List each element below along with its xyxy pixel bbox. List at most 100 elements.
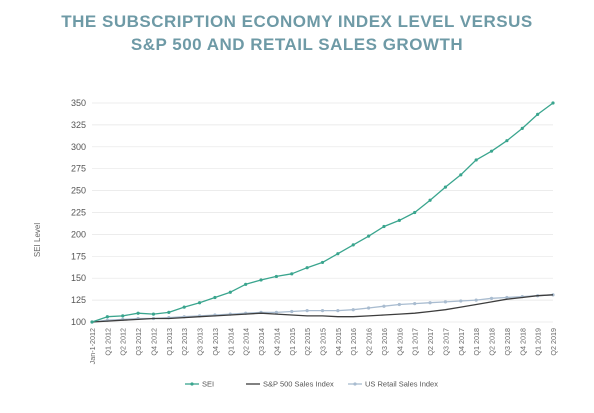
data-point-us-retail-sales-index [413,302,417,306]
data-point-us-retail-sales-index [320,309,325,313]
x-tick-label: Q4 2018 [518,328,527,356]
y-tick-label: 175 [71,251,86,261]
data-point-sei [136,311,140,315]
data-point-us-retail-sales-index [274,310,278,314]
data-point-sei [228,290,232,294]
data-point-sei [474,158,478,162]
x-tick-label: Q1 2017 [411,328,420,356]
data-point-us-retail-sales-index [397,302,401,307]
data-point-sei [536,112,540,116]
x-tick-label: Q2 2012 [119,328,128,356]
x-tick-label: Q1 2012 [103,328,112,356]
x-tick-label: Q3 2013 [196,328,205,356]
legend-marker [190,382,194,386]
x-tick-label: Q4 2013 [211,328,220,356]
data-point-sei [167,310,171,314]
chart-title-line-2: S&P 500 AND RETAIL SALES GROWTH [130,35,464,54]
data-point-us-retail-sales-index [474,298,478,302]
data-point-us-retail-sales-index [443,300,448,304]
legend-marker [353,382,357,386]
data-point-us-retail-sales-index [290,309,294,314]
data-point-sei [397,218,401,222]
y-tick-label: 350 [71,98,86,108]
data-point-sei [290,272,294,276]
data-point-sei [428,198,432,202]
x-tick-label: Q3 2014 [257,328,266,356]
data-point-sei [459,173,463,177]
data-point-sei [382,224,386,229]
data-point-sei [367,234,371,238]
legend-item: SEI [185,380,214,389]
data-point-us-retail-sales-index [305,309,309,313]
x-tick-label: Q3 2018 [503,328,512,356]
y-tick-label: 225 [71,208,86,218]
data-point-sei [121,314,125,318]
x-tick-label: Q1 2015 [288,328,297,356]
chart-title: THE SUBSCRIPTION ECONOMY INDEX LEVEL VER… [0,10,594,56]
y-tick-label: 200 [71,229,86,239]
series-line-s-p-500-sales-index [91,294,554,323]
y-tick-label: 250 [71,186,86,196]
data-point-sei [259,278,263,282]
data-point-us-retail-sales-index [505,295,509,300]
x-tick-label: Q2 2015 [303,328,312,356]
x-tick-label: Q3 2015 [319,328,328,356]
x-tick-label: Q2 2014 [242,328,251,356]
data-point-sei [551,101,555,105]
legend-label: SEI [202,380,214,389]
x-tick-label: Q2 2018 [488,328,497,356]
x-tick-label: Q3 2016 [380,328,389,356]
data-point-sei [151,312,156,316]
data-point-us-retail-sales-index [382,304,386,308]
chart-title-line-1: THE SUBSCRIPTION ECONOMY INDEX LEVEL VER… [61,12,533,31]
x-tick-label: Q2 2016 [365,328,374,356]
x-tick-label: Q4 2015 [334,328,343,356]
y-axis-label: SEI Level [33,223,42,257]
legend-label: S&P 500 Sales Index [263,380,334,389]
x-tick-label: Q1 2014 [226,328,235,356]
y-tick-label: 275 [71,164,86,174]
y-axis-ticks: 100 125 150 175 200 225 250 275 300 325 350 [71,98,86,327]
legend: SEI S&P 500 Sales Index US Retail Sales In… [185,380,438,389]
grid-lines [92,102,553,323]
data-point-sei [413,210,417,215]
data-point-us-retail-sales-index [351,308,355,312]
x-tick-label: Q1 2016 [349,328,358,356]
legend-item: US Retail Sales Index [348,380,438,389]
x-axis-ticks: Jan-1-2012 Q1 2012 Q2 2012 Q3 2012 Q4 2012 Q1… [88,328,558,364]
data-point-sei [443,185,448,189]
data-point-sei [274,274,278,279]
x-tick-label: Q4 2012 [149,328,158,356]
y-tick-label: 100 [71,317,86,327]
data-point-sei [520,126,524,131]
x-tick-label: Q3 2017 [441,328,450,356]
y-tick-label: 150 [71,273,86,283]
data-point-sei [305,266,309,270]
y-tick-label: 325 [71,120,86,130]
x-tick-label: Q1 2019 [534,328,543,356]
x-tick-label: Q2 2013 [180,328,189,356]
data-point-sei [182,305,186,309]
x-tick-label: Q3 2012 [134,328,143,356]
data-point-us-retail-sales-index [489,296,494,300]
data-point-sei [244,282,248,286]
y-tick-label: 125 [71,295,86,305]
data-point-sei [197,301,202,305]
data-point-sei [351,243,355,247]
data-point-us-retail-sales-index [367,306,371,310]
x-tick-label: Q2 2017 [426,328,435,356]
data-point-us-retail-sales-index [428,301,432,305]
x-tick-label: Q1 2013 [165,328,174,356]
data-point-sei [336,252,340,256]
data-point-sei [320,260,325,265]
data-point-sei [213,295,217,300]
data-point-us-retail-sales-index [459,299,463,303]
x-tick-label: Jan-1-2012 [88,328,97,364]
data-point-sei [105,315,109,319]
data-point-us-retail-sales-index [336,309,340,313]
x-tick-label: Q4 2014 [272,328,281,356]
legend-item: S&P 500 Sales Index [246,380,334,389]
y-tick-label: 300 [71,142,86,152]
x-tick-label: Q2 2019 [549,328,558,356]
